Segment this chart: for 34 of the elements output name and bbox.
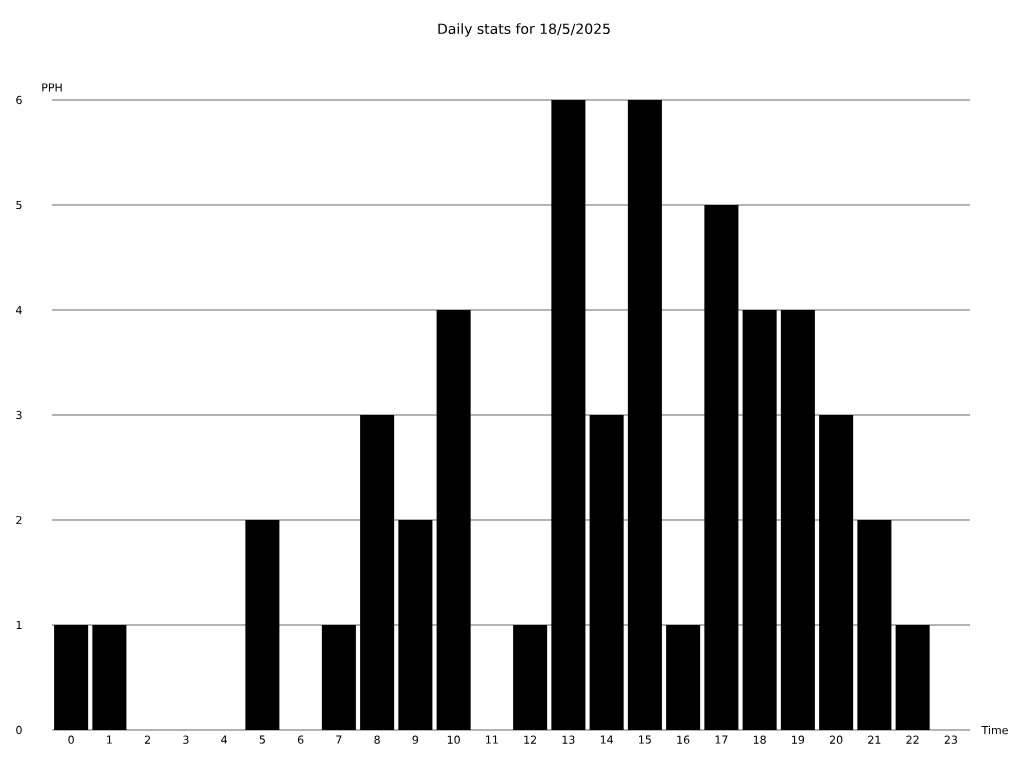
x-tick-label: 9 <box>412 735 419 744</box>
x-tick-label: 15 <box>639 735 651 744</box>
x-tick-label: 12 <box>524 735 537 744</box>
x-axis-title: Time <box>981 725 1008 735</box>
x-tick-label: 20 <box>829 735 843 744</box>
y-tick-label: 1 <box>16 620 22 630</box>
y-tick-label: 4 <box>16 305 22 315</box>
x-tick-label: 5 <box>259 735 265 744</box>
x-tick-label: 0 <box>68 735 74 744</box>
x-tick-label: 16 <box>677 735 690 744</box>
x-tick-label: 21 <box>868 735 881 744</box>
x-tick-label: 1 <box>107 735 112 744</box>
y-tick-label: 6 <box>16 95 22 105</box>
chart-title: Daily stats for 18/5/2025 <box>438 23 610 37</box>
x-tick-label: 13 <box>562 735 575 744</box>
x-tick-label: 17 <box>715 735 728 744</box>
x-tick-label: 10 <box>447 735 460 744</box>
x-tick-label: 22 <box>906 735 919 744</box>
x-tick-label: 14 <box>600 735 614 744</box>
x-tick-label: 7 <box>336 735 342 744</box>
x-tick-label: 19 <box>792 735 805 744</box>
y-tick-label: 0 <box>16 725 22 735</box>
x-tick-label: 8 <box>374 735 380 744</box>
x-tick-label: 11 <box>486 735 498 744</box>
y-tick-label: 5 <box>16 200 22 210</box>
x-tick-label: 4 <box>221 735 228 744</box>
y-tick-label: 3 <box>16 410 22 420</box>
x-tick-label: 6 <box>297 735 304 744</box>
x-tick-label: 23 <box>944 735 957 744</box>
x-tick-label: 2 <box>144 735 151 744</box>
y-tick-label: 2 <box>16 515 22 525</box>
x-tick-label: 3 <box>183 735 189 744</box>
y-axis-title: PPH <box>42 83 62 92</box>
x-tick-label: 18 <box>753 735 766 744</box>
